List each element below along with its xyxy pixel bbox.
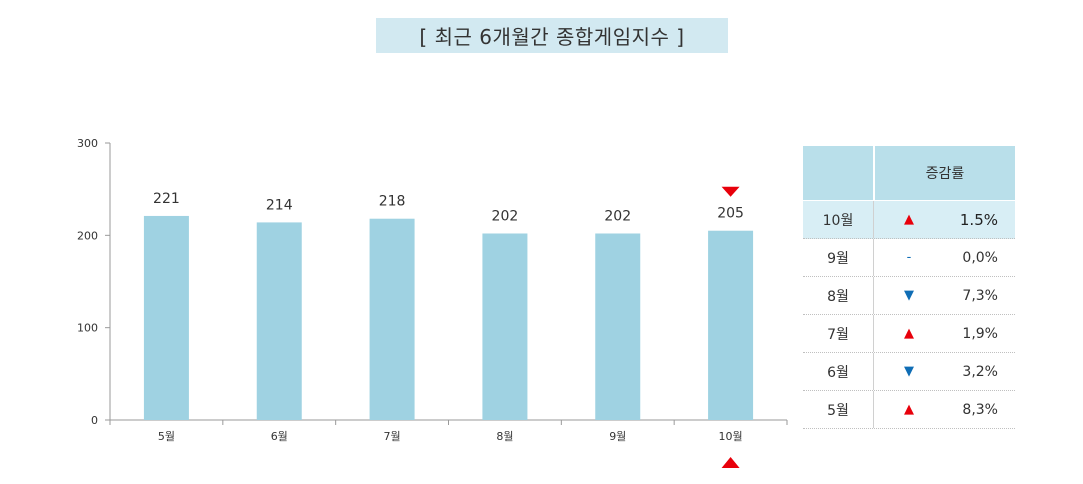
bar-1 <box>143 215 189 420</box>
rate-cell: 3,2% <box>962 363 998 380</box>
up-arrow-icon: ▲ <box>904 212 914 227</box>
month-cell: 9월 <box>803 239 874 276</box>
bar-5 <box>595 233 641 420</box>
table-row: 7월 ▲ 1,9% <box>803 315 1015 353</box>
rate-cell: 7,3% <box>962 287 998 304</box>
table-row: 8월 ▼ 7,3% <box>803 277 1015 315</box>
rate-cell: 0,0% <box>962 249 998 266</box>
rate-cell: 1.5% <box>959 210 998 229</box>
x-tick-label: 6월 <box>271 430 288 443</box>
x-tick-label: 8월 <box>496 430 513 443</box>
table-header-row: 증감률 <box>803 146 1015 201</box>
down-arrow-icon: ▼ <box>904 364 914 379</box>
data-label: 218 <box>379 194 406 210</box>
bar-3 <box>369 218 415 420</box>
y-tick-label: 200 <box>77 229 98 242</box>
bar-2 <box>256 222 302 420</box>
bar-6 <box>708 230 754 420</box>
month-cell: 8월 <box>803 277 874 314</box>
rate-cell: 8,3% <box>962 401 998 418</box>
y-tick-label: 0 <box>91 414 98 427</box>
month-cell: 5월 <box>803 391 874 428</box>
x-tick-label: 7월 <box>384 430 401 443</box>
table-row: 5월 ▲ 8,3% <box>803 391 1015 429</box>
dash-icon: - <box>906 250 912 265</box>
bar-4 <box>482 233 528 420</box>
change-rate-table: 증감률 10월 ▲ 1.5% 9월 - 0,0% 8월 ▼ 7,3% 7월 ▲ 1,9% 6월 ▼ 3,2%… <box>803 146 1015 429</box>
y-tick-label: 100 <box>77 322 98 335</box>
highlight-marker-up <box>721 457 740 468</box>
table-row: 10월 ▲ 1.5% <box>803 201 1015 239</box>
highlight-marker-down <box>721 186 740 197</box>
x-tick-label: 10월 <box>719 430 743 443</box>
data-label: 221 <box>153 191 180 207</box>
table-row: 6월 ▼ 3,2% <box>803 353 1015 391</box>
data-label: 202 <box>492 208 519 224</box>
bar-chart: 0 100 200 300 221 5월 214 6월 218 7월 202 8월 202 9월 205 10… <box>77 137 788 468</box>
data-label: 205 <box>717 206 744 222</box>
chart-title: [ 최근 6개월간 종합게임지수 ] <box>419 25 685 49</box>
table-header-label: 증감률 <box>925 166 965 182</box>
rate-cell: 1,9% <box>962 325 998 342</box>
data-label: 202 <box>604 208 631 224</box>
x-tick-label: 5월 <box>158 430 175 443</box>
up-arrow-icon: ▲ <box>904 402 914 417</box>
x-tick-label: 9월 <box>609 430 626 443</box>
month-cell: 7월 <box>803 315 874 352</box>
table-header-blank-cell <box>803 146 875 200</box>
month-cell: 10월 <box>803 201 874 238</box>
data-label: 214 <box>266 197 293 213</box>
table-row: 9월 - 0,0% <box>803 239 1015 277</box>
y-tick-label: 300 <box>77 137 98 150</box>
down-arrow-icon: ▼ <box>904 288 914 303</box>
chart-title-box: [ 최근 6개월간 종합게임지수 ] <box>376 18 728 53</box>
month-cell: 6월 <box>803 353 874 390</box>
up-arrow-icon: ▲ <box>904 326 914 341</box>
